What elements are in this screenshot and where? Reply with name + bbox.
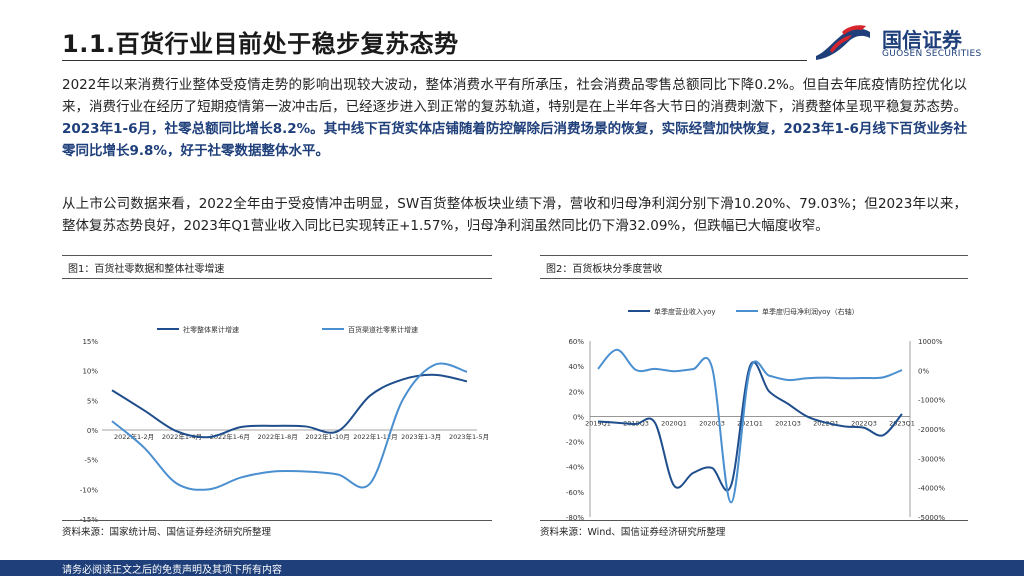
figure-1-title: 图1：百货社零数据和整体社零增速 <box>62 255 492 279</box>
x-tick-label: 2022年1-4月 <box>162 432 202 441</box>
x-tick-label: 2020Q3 <box>699 419 725 427</box>
y-left-tick-label: 60% <box>568 338 584 346</box>
logo-text-en: GUOSEN SECURITIES <box>882 49 982 59</box>
y-tick-label: 5% <box>87 397 98 405</box>
y-left-tick-label: 20% <box>568 388 584 396</box>
x-tick-label: 2020Q1 <box>661 419 687 427</box>
company-logo: 国信证券 GUOSEN SECURITIES <box>812 22 1012 62</box>
y-left-tick-label: -80% <box>566 514 584 522</box>
series-line-2 <box>597 348 903 504</box>
x-tick-label: 2021Q1 <box>737 419 763 427</box>
page-title: 1.1.百货行业目前处于稳步复苏态势 <box>62 30 459 58</box>
y-right-tick-label: -2000% <box>918 426 945 434</box>
series-line-1 <box>597 361 903 492</box>
x-tick-label: 2022年1-10月 <box>305 432 349 441</box>
retail-sales-chart: 15%10%5%0%-5%-10%-15%2022年1-2月 2022年1-4月 2… <box>80 325 489 524</box>
figure-1-source: 资料来源：国家统计局、国信证券经济研究所整理 <box>62 520 492 538</box>
y-right-tick-label: -5000% <box>918 514 945 522</box>
paragraph-listed-companies: 从上市公司数据来看，2022全年由于受疫情冲击明显，SW百货整体板块业绩下滑，营… <box>62 196 967 234</box>
footer-disclaimer: 请务必阅读正文之后的免责声明及其项下所有内容 <box>62 565 282 576</box>
y-tick-label: 0% <box>87 427 98 435</box>
department-store-revenue-chart: 60% 40% 20% 0% -20% -40% -60% -80% 1000% 0% -1000%… <box>566 307 945 522</box>
series-line-1 <box>111 373 468 439</box>
y-left-tick-label: 0% <box>573 413 584 421</box>
paragraph-highlight: 2023年1-6月，社零总额同比增长8.2%。其中线下百货实体店铺随着防控解除后… <box>62 121 967 159</box>
paragraph-retail-overview: 2022年以来消费行业整体受疫情走势的影响出现较大波动，整体消费水平有所承压，社… <box>62 74 967 162</box>
y-tick-label: -5% <box>84 457 98 465</box>
x-tick-label: 2023年1-5月 <box>449 432 489 441</box>
paragraph-text: 2022年以来消费行业整体受疫情走势的影响出现较大波动，整体消费水平有所承压，社… <box>62 77 967 115</box>
y-right-tick-label: -3000% <box>918 455 945 463</box>
logo-text-zh: 国信证券 <box>882 28 962 52</box>
x-tick-label: 2022Q3 <box>851 419 877 427</box>
figure-1: 图1：百货社零数据和整体社零增速 15% 10% 5% 0% -5% -10% -15% 20… <box>62 255 492 533</box>
y-left-tick-label: -20% <box>566 439 584 447</box>
y-left-tick-label: 40% <box>568 363 584 371</box>
y-right-tick-label: -4000% <box>918 485 945 493</box>
title-divider <box>62 60 807 61</box>
y-tick-label: 15% <box>82 338 98 346</box>
x-tick-label: 2019Q1 <box>585 419 611 427</box>
y-tick-label: -10% <box>80 486 98 494</box>
x-tick-label: 2022年1-6月 <box>210 432 250 441</box>
legend-label-1: 单季度营业收入yoy <box>654 307 716 316</box>
legend-label-2: 百货渠道社零累计增速 <box>348 325 418 334</box>
figure-2-title: 图2：百货板块分季度营收 <box>540 255 968 279</box>
figure-2: 图2：百货板块分季度营收 60% 40% 20% 0% -20% -40% -60% -80%… <box>540 255 968 533</box>
x-tick-label: 2022年1-2月 <box>114 432 154 441</box>
legend-label-2: 单季度归母净利润yoy（右轴） <box>762 307 859 316</box>
figure-2-source: 资料来源：Wind、国信证券经济研究所整理 <box>540 520 968 538</box>
footer-bar: 请务必阅读正文之后的免责声明及其项下所有内容 <box>0 560 1024 576</box>
legend-label-1: 社零整体累计增速 <box>183 325 239 334</box>
x-tick-label: 2022年1-8月 <box>258 432 298 441</box>
x-tick-label: 2023年1-3月 <box>401 432 441 441</box>
y-right-tick-label: 1000% <box>918 338 943 346</box>
y-right-tick-label: 0% <box>918 367 929 375</box>
x-tick-label: 2021Q3 <box>775 419 801 427</box>
series-line-2 <box>111 362 468 491</box>
y-right-tick-label: -1000% <box>918 397 945 405</box>
y-left-tick-label: -40% <box>566 464 584 472</box>
guosen-logo-icon <box>816 25 870 60</box>
x-tick-label: 2023Q1 <box>889 419 915 427</box>
y-tick-label: 10% <box>82 368 98 376</box>
x-tick-label: 2022年1-12月 <box>353 432 397 441</box>
y-left-tick-label: -60% <box>566 489 584 497</box>
